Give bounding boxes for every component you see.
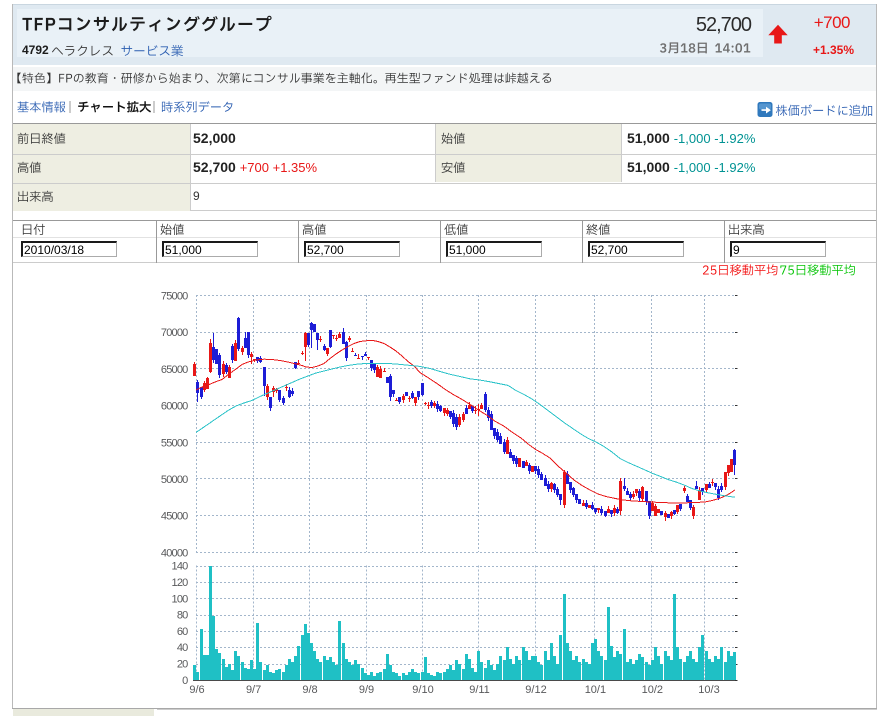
svg-text:45000: 45000 — [161, 511, 188, 523]
svg-text:65000: 65000 — [161, 364, 188, 376]
svg-text:100: 100 — [172, 593, 189, 605]
svg-text:10/3: 10/3 — [698, 684, 719, 696]
svg-text:50000: 50000 — [161, 474, 188, 486]
svg-text:40: 40 — [177, 642, 188, 654]
svg-text:60000: 60000 — [161, 401, 188, 413]
svg-text:55000: 55000 — [161, 437, 188, 449]
svg-text:9/11: 9/11 — [469, 684, 490, 696]
svg-text:10/2: 10/2 — [642, 684, 663, 696]
svg-text:9/9: 9/9 — [359, 684, 374, 696]
svg-text:75000: 75000 — [161, 291, 188, 303]
svg-text:9/6: 9/6 — [189, 684, 204, 696]
svg-text:9/10: 9/10 — [412, 684, 433, 696]
svg-text:60: 60 — [177, 626, 188, 638]
svg-text:9/8: 9/8 — [302, 684, 317, 696]
svg-text:10/1: 10/1 — [585, 684, 606, 696]
svg-text:140: 140 — [172, 561, 189, 573]
svg-text:80: 80 — [177, 610, 188, 622]
svg-text:70000: 70000 — [161, 327, 188, 339]
svg-text:20: 20 — [177, 659, 188, 671]
svg-text:120: 120 — [172, 577, 189, 589]
svg-text:0: 0 — [182, 675, 188, 687]
svg-text:9/12: 9/12 — [525, 684, 546, 696]
svg-text:9/7: 9/7 — [246, 684, 261, 696]
svg-text:40000: 40000 — [161, 547, 188, 559]
